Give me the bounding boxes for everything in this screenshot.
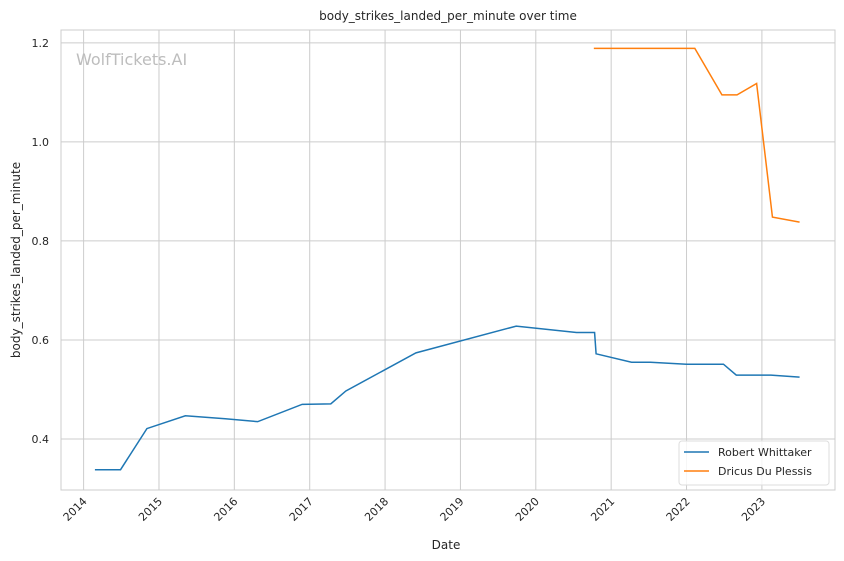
x-tick-label: 2023 — [739, 495, 768, 524]
x-axis-label: Date — [432, 538, 461, 552]
x-tick-label: 2016 — [211, 495, 240, 524]
x-tick-label: 2014 — [61, 495, 90, 524]
y-tick-label: 0.8 — [32, 235, 50, 248]
legend-box — [678, 440, 830, 486]
y-tick-label: 0.6 — [32, 334, 50, 347]
y-tick-label: 0.4 — [32, 433, 50, 446]
legend: Robert Whittaker Dricus Du Plessis — [678, 440, 830, 486]
legend-label-whittaker: Robert Whittaker — [718, 446, 812, 459]
watermark: WolfTickets.AI — [76, 50, 187, 69]
y-axis-label: body_strikes_landed_per_minute — [9, 162, 23, 358]
x-tick-label: 2015 — [136, 495, 165, 524]
legend-label-du-plessis: Dricus Du Plessis — [718, 465, 812, 478]
plot-frame — [60, 29, 836, 491]
y-tick-label: 1.0 — [32, 136, 50, 149]
x-tick-label: 2020 — [513, 495, 542, 524]
x-tick-label: 2021 — [588, 495, 617, 524]
grid — [61, 30, 835, 490]
x-tick-label: 2022 — [664, 495, 693, 524]
x-tick-label: 2018 — [362, 495, 391, 524]
x-tick-label: 2019 — [438, 495, 467, 524]
y-tick-label: 1.2 — [32, 37, 50, 50]
series-line-robert-whittaker — [94, 325, 800, 471]
series-line-dricus-du-plessis — [593, 47, 800, 223]
x-tick-label: 2017 — [287, 495, 316, 524]
chart-title: body_strikes_landed_per_minute over time — [319, 9, 577, 23]
